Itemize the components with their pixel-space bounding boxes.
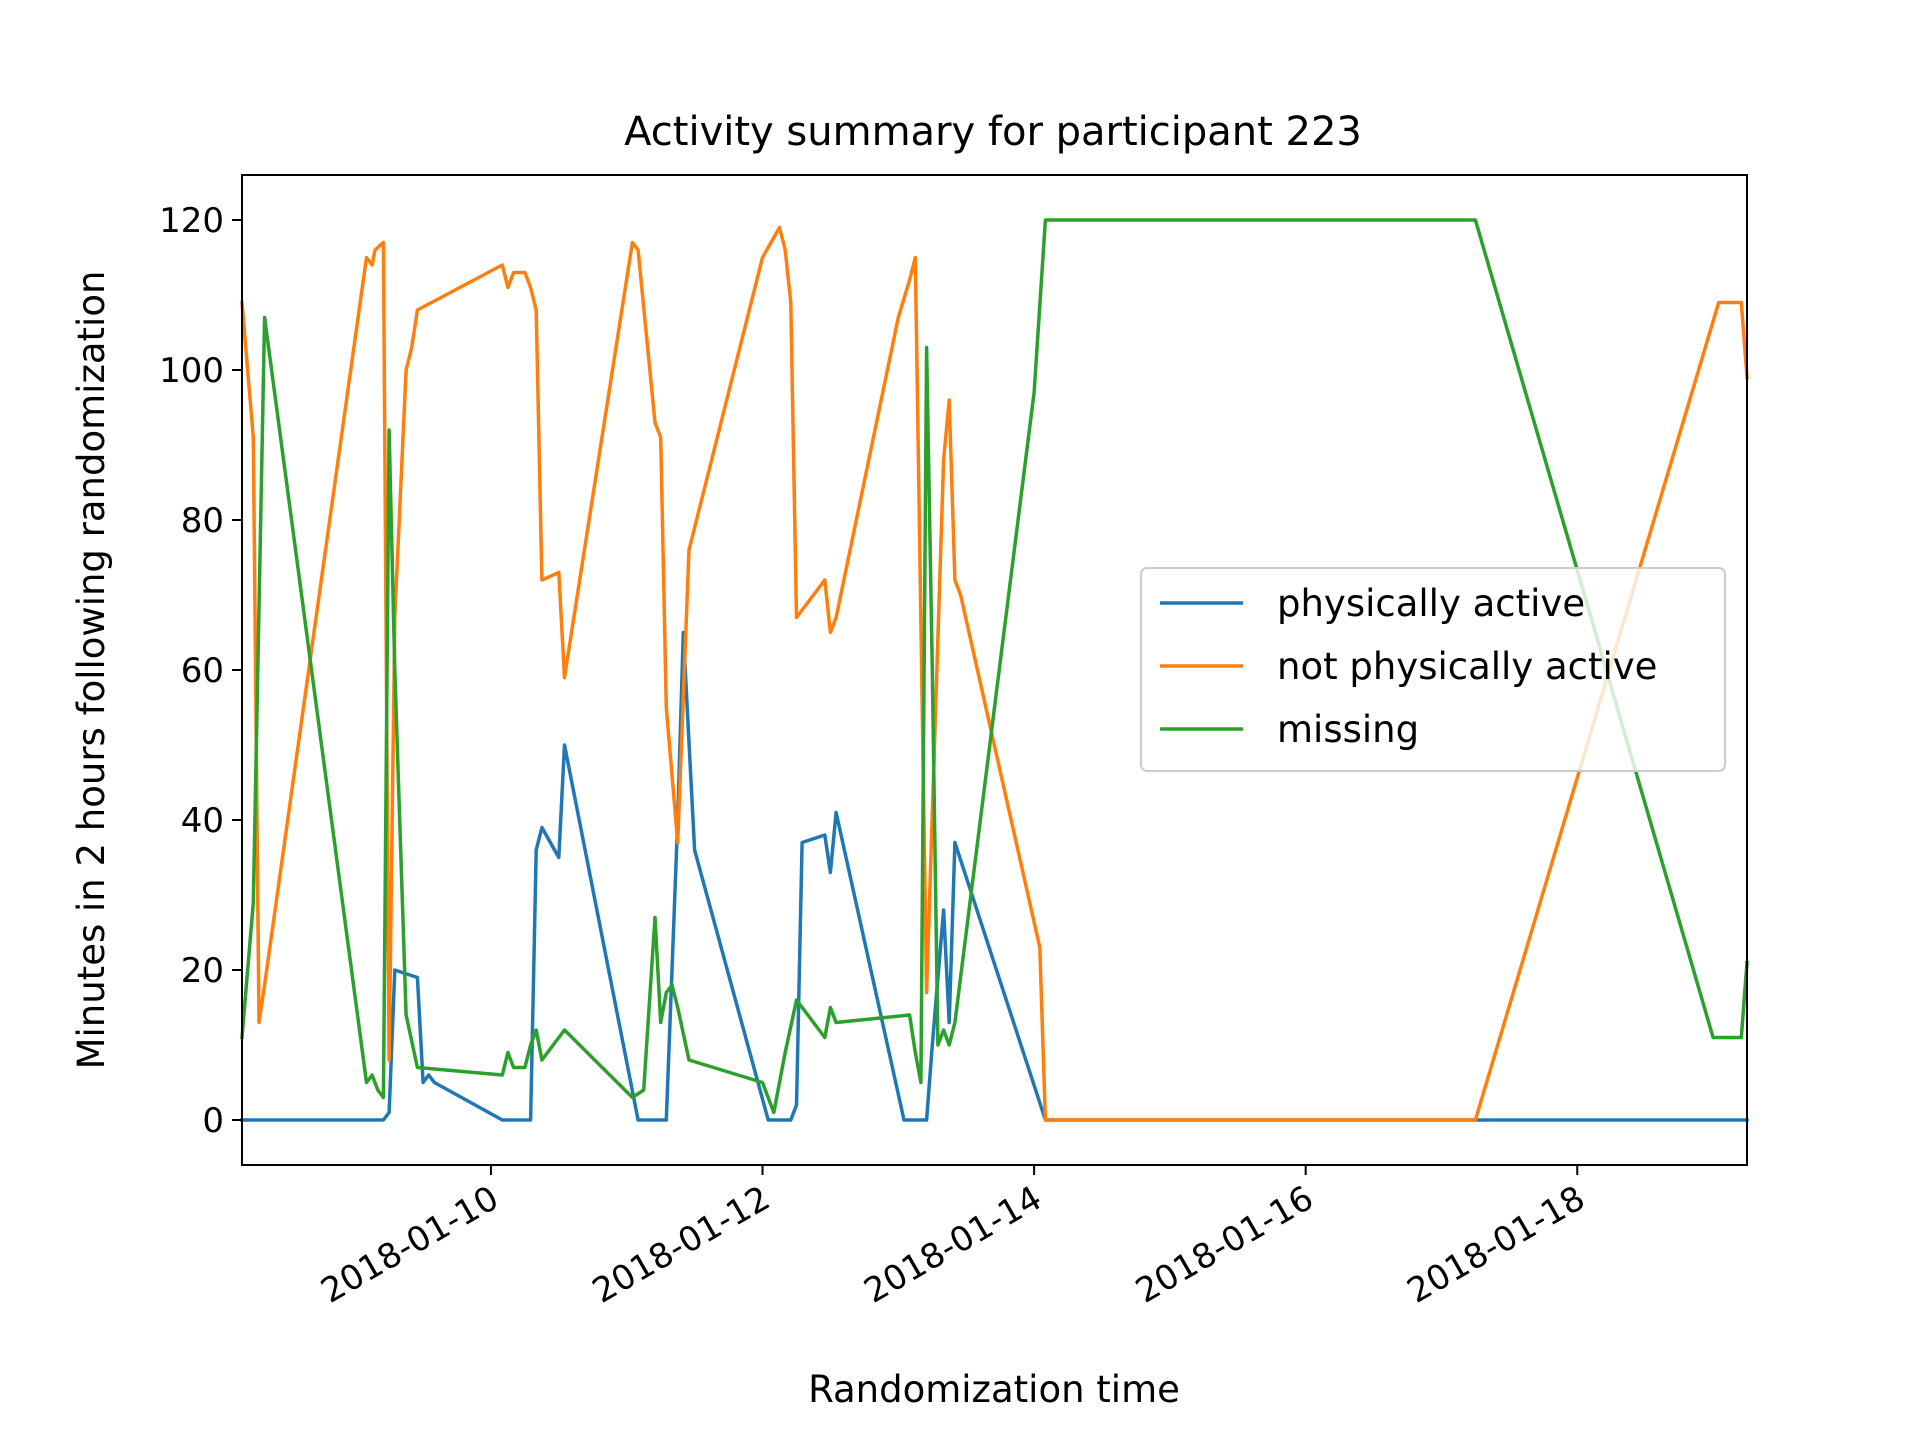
- series-lines: [240, 218, 1749, 1122]
- legend: physically active not physically active mi…: [1140, 567, 1726, 772]
- chart-title: Activity summary for participant 223: [624, 109, 1362, 155]
- x-axis-label: Randomization time: [808, 1368, 1180, 1411]
- y-axis-label: Minutes in 2 hours following randomizati…: [70, 271, 113, 1070]
- y-tick-label: 120: [159, 201, 224, 241]
- y-tick-label: 20: [181, 951, 224, 991]
- y-tick-label: 0: [202, 1101, 224, 1141]
- y-tick-label: 80: [181, 501, 224, 541]
- legend-frame: [1140, 567, 1726, 772]
- y-tick-label: 40: [181, 801, 224, 841]
- y-axis: 0 20 40 60 80 100 120: [159, 201, 242, 1141]
- legend-entries: physically active not physically active mi…: [1160, 582, 1657, 751]
- legend-label: physically active: [1277, 582, 1585, 625]
- series-line-physically-active: [240, 630, 1749, 1122]
- series-line-missing: [240, 218, 1749, 1115]
- legend-label: not physically active: [1277, 645, 1657, 688]
- y-tick-label: 100: [159, 351, 224, 391]
- legend-label: missing: [1277, 708, 1419, 751]
- y-tick-label: 60: [181, 651, 224, 691]
- series-line-not-physically-active: [240, 225, 1749, 1122]
